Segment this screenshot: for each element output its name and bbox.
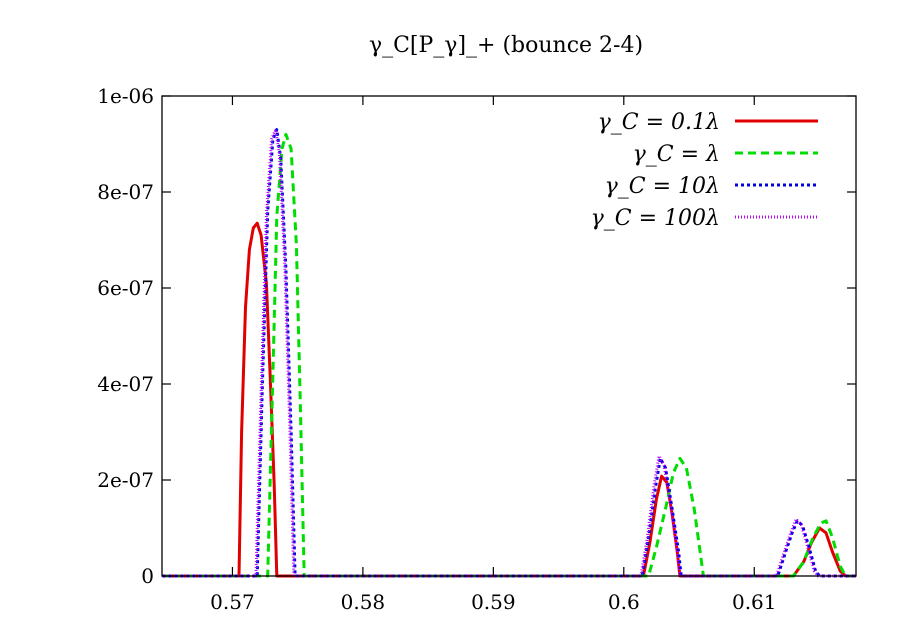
plot-frame — [161, 95, 857, 577]
series-line-2 — [162, 128, 856, 578]
legend-label-0: γ_C = 0.1λ — [598, 110, 720, 135]
legend: γ_C = 0.1λ γ_C = λ γ_C = 10λ γ_C = 100λ — [591, 110, 818, 231]
plot-lines — [162, 128, 856, 578]
chart-title: γ_C[P_γ]_+ (bounce 2-4) — [369, 33, 643, 58]
series-line-1 — [162, 132, 856, 578]
y-tick-label: 6e-07 — [97, 276, 154, 300]
x-tick-label: 0.59 — [471, 590, 516, 614]
series-line-3 — [162, 128, 856, 578]
x-tick-label: 0.58 — [341, 590, 386, 614]
x-tick-label: 0.61 — [732, 590, 777, 614]
x-tick-label: 0.57 — [210, 590, 255, 614]
y-tick-label: 2e-07 — [97, 468, 154, 492]
legend-label-2: γ_C = 10λ — [605, 174, 720, 199]
y-tick-label: 8e-07 — [97, 180, 154, 204]
x-tick-label: 0.6 — [608, 590, 640, 614]
y-tick-label: 0 — [141, 564, 154, 588]
series-line-0 — [162, 221, 856, 578]
axis-ticks: 0.57 0.58 0.59 0.6 0.61 0 2e-07 4e-07 6e-07 8e-07… — [97, 84, 856, 614]
legend-label-1: γ_C = λ — [633, 142, 720, 167]
y-tick-label: 1e-06 — [97, 84, 154, 108]
y-tick-label: 4e-07 — [97, 372, 154, 396]
legend-label-3: γ_C = 100λ — [591, 206, 720, 231]
